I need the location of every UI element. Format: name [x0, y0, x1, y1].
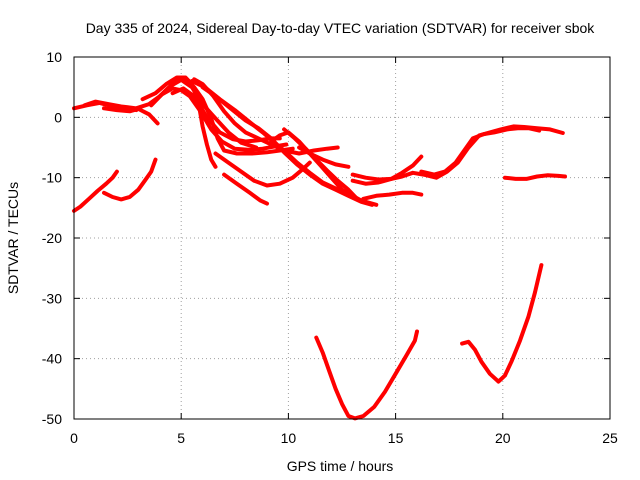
- x-tick-label: 25: [602, 430, 618, 446]
- series-line-trace-24: [460, 263, 544, 384]
- y-tick-label: 10: [46, 49, 62, 65]
- series-line-trace-3: [102, 106, 160, 126]
- y-axis-label: SDTVAR / TECUs: [5, 182, 21, 294]
- y-tick-label: -40: [42, 351, 62, 367]
- x-tick-label: 5: [177, 430, 185, 446]
- chart-title: Day 335 of 2024, Sidereal Day-to-day VTE…: [86, 20, 596, 36]
- series-line-trace-17: [350, 154, 424, 186]
- x-tick-label: 15: [388, 430, 404, 446]
- y-tick-label: -10: [42, 170, 62, 186]
- series-line-trace-11: [213, 151, 312, 188]
- y-tick-labels: -50 -40 -30 -20 -10 0 10: [42, 49, 62, 427]
- x-axis-label: GPS time / hours: [287, 458, 394, 474]
- y-tick-label: -50: [42, 411, 62, 427]
- series-group: [72, 75, 567, 421]
- series-line-trace-12: [222, 172, 269, 206]
- series-line-trace-22: [502, 173, 567, 181]
- series-line-trace-21: [102, 157, 158, 202]
- series-line-trace-14: [282, 127, 359, 201]
- series-line-trace-15: [297, 145, 351, 169]
- ticks: [73, 56, 611, 420]
- y-tick-label: -20: [42, 230, 62, 246]
- x-tick-labels: 0 5 10 15 20 25: [70, 430, 618, 446]
- series-line-trace-23: [314, 329, 419, 421]
- x-tick-label: 0: [70, 430, 78, 446]
- series-line-trace-5: [149, 86, 289, 152]
- y-tick-label: -30: [42, 290, 62, 306]
- series-line-trace-20: [72, 169, 119, 213]
- y-tick-label: 0: [54, 109, 62, 125]
- series-line-trace-19: [419, 126, 542, 177]
- x-tick-label: 20: [495, 430, 511, 446]
- grid: [74, 57, 610, 419]
- series-line-trace-4: [140, 75, 218, 169]
- series-line-trace-18: [361, 190, 424, 201]
- x-tick-label: 10: [281, 430, 297, 446]
